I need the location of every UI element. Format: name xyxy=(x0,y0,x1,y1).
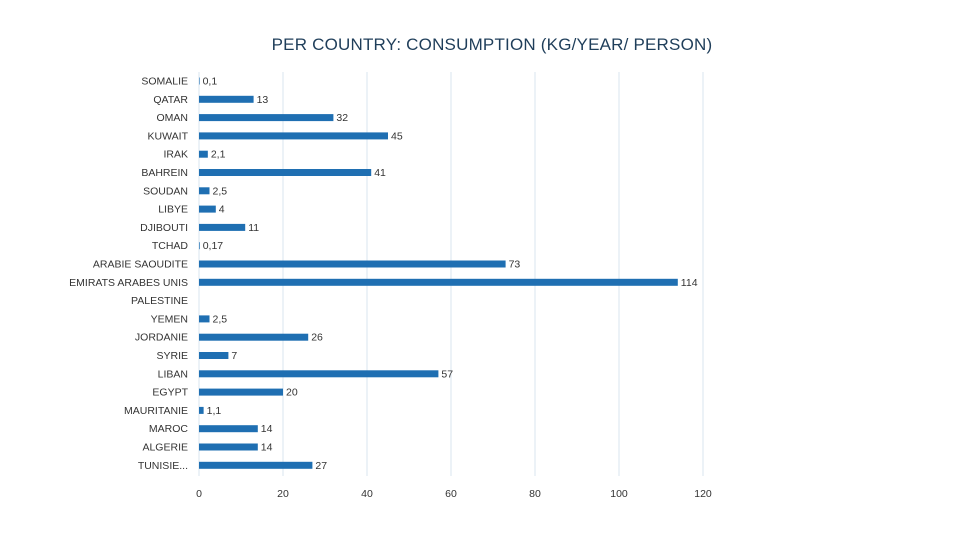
bar xyxy=(199,205,216,213)
x-tick-label: 60 xyxy=(445,488,457,500)
x-axis-ticks: 0 20 40 60 80 100 120 xyxy=(196,488,712,500)
bar xyxy=(199,315,210,323)
bar xyxy=(199,352,229,359)
category-label: MAROC xyxy=(149,423,189,435)
data-label: 2,5 xyxy=(213,313,228,325)
x-tick-label: 100 xyxy=(610,488,628,500)
bar xyxy=(199,278,678,286)
data-label: 14 xyxy=(261,423,273,435)
bar xyxy=(199,114,334,122)
bar xyxy=(199,242,200,250)
data-label: 7 xyxy=(231,350,237,362)
bar xyxy=(199,461,313,469)
bar xyxy=(199,443,258,451)
data-label: 13 xyxy=(257,94,269,106)
data-label: 0,1 xyxy=(203,76,218,88)
category-label: QATAR xyxy=(153,94,188,106)
x-tick-label: 120 xyxy=(694,488,712,500)
bar xyxy=(199,95,254,103)
data-labels: 0,1 13 32 45 2,1 41 2,5 4 11 0,17 73 114 2,5 26 7 57 20 1… xyxy=(203,76,698,472)
bar xyxy=(199,333,309,341)
category-label: EGYPT xyxy=(152,387,188,399)
x-tick-label: 20 xyxy=(277,488,289,500)
data-label: 11 xyxy=(248,222,259,234)
category-label: DJIBOUTI xyxy=(140,222,188,234)
data-label: 20 xyxy=(286,387,298,399)
x-tick-label: 80 xyxy=(529,488,541,500)
bar xyxy=(199,425,258,433)
category-label: SYRIE xyxy=(156,350,188,362)
bar xyxy=(199,150,208,158)
bar xyxy=(199,77,200,85)
data-label: 2,1 xyxy=(211,149,226,161)
bars xyxy=(199,77,678,469)
category-label: KUWAIT xyxy=(148,130,189,142)
bar xyxy=(199,223,246,231)
category-label: IRAK xyxy=(163,149,188,161)
category-label: EMIRATS ARABES UNIS xyxy=(69,277,188,289)
category-label: YEMEN xyxy=(151,313,188,325)
category-label: JORDANIE xyxy=(135,332,188,344)
category-label: LIBAN xyxy=(158,368,188,380)
category-label: MAURITANIE xyxy=(124,405,188,417)
bar xyxy=(199,260,506,268)
category-label: SOUDAN xyxy=(143,185,188,197)
category-label: BAHREIN xyxy=(141,167,188,179)
chart-title: PER COUNTRY: CONSUMPTION (KG/YEAR/ PERSO… xyxy=(271,35,713,54)
data-label: 114 xyxy=(681,277,698,289)
category-label: LIBYE xyxy=(158,204,188,216)
data-label: 45 xyxy=(391,130,403,142)
category-label: PALESTINE xyxy=(131,295,188,307)
x-tick-label: 0 xyxy=(196,488,202,500)
data-label: 41 xyxy=(374,167,386,179)
x-tick-label: 40 xyxy=(361,488,373,500)
data-label: 32 xyxy=(336,112,348,124)
category-label: TUNISIE... xyxy=(138,460,188,472)
category-labels: SOMALIE QATAR OMAN KUWAIT IRAK BAHREIN SOUDAN L… xyxy=(69,76,188,472)
category-label: OMAN xyxy=(157,112,189,124)
category-label: TCHAD xyxy=(152,240,189,252)
bar xyxy=(199,388,283,396)
data-label: 1,1 xyxy=(207,405,222,417)
bar xyxy=(199,187,210,195)
category-label: ALGERIE xyxy=(142,442,188,454)
bar xyxy=(199,370,439,378)
data-label: 27 xyxy=(315,460,327,472)
data-label: 14 xyxy=(261,442,273,454)
category-label: ARABIE SAOUDITE xyxy=(93,259,188,271)
category-label: SOMALIE xyxy=(141,76,188,88)
data-label: 57 xyxy=(441,368,453,380)
bar xyxy=(199,169,372,176)
bar xyxy=(199,406,204,414)
data-label: 4 xyxy=(219,204,225,216)
data-label: 26 xyxy=(311,332,323,344)
data-label: 73 xyxy=(509,259,521,271)
bar xyxy=(199,132,388,140)
data-label: 0,17 xyxy=(203,240,224,252)
data-label: 2,5 xyxy=(213,185,228,197)
